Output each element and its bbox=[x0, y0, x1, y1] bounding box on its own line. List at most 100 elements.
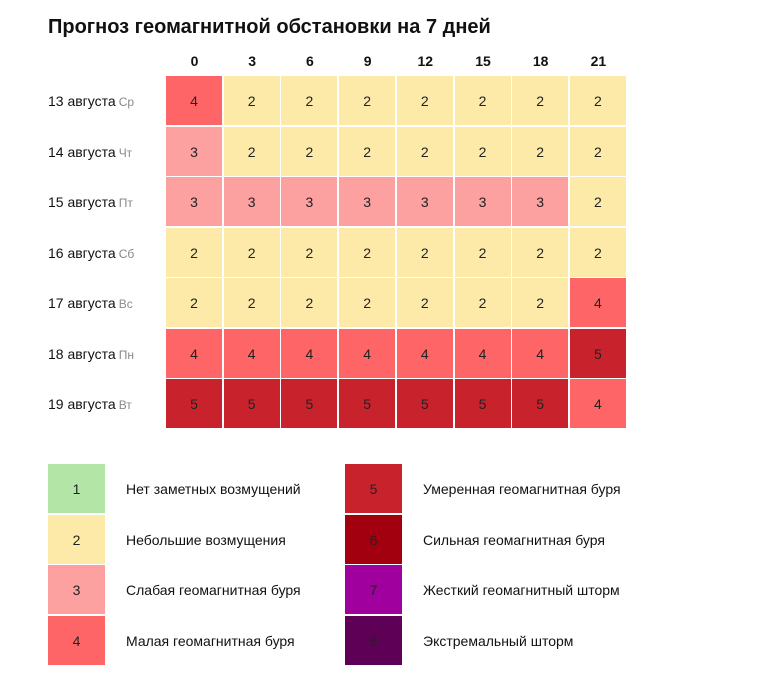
heatmap-cell: 2 bbox=[454, 76, 512, 126]
row-day-of-week: Вс bbox=[118, 297, 133, 311]
heatmap-cell: 2 bbox=[569, 227, 627, 278]
column-header-6: 6 bbox=[305, 53, 314, 69]
heatmap-cell: 2 bbox=[569, 177, 627, 227]
heatmap-cell: 2 bbox=[339, 278, 397, 328]
heatmap-cell: 4 bbox=[281, 328, 339, 379]
heatmap-cell: 5 bbox=[569, 328, 627, 379]
heatmap-cell: 2 bbox=[512, 278, 570, 328]
heatmap-cell: 3 bbox=[512, 177, 570, 227]
legend-swatch-8: 8 bbox=[345, 615, 402, 666]
heatmap-cell: 3 bbox=[339, 177, 397, 227]
heatmap-cell: 4 bbox=[396, 328, 454, 379]
row-label: 17 августа Вс bbox=[48, 278, 164, 329]
legend-label-8: Экстремальный шторм bbox=[423, 632, 574, 649]
heatmap-cell: 2 bbox=[512, 76, 570, 126]
heatmap-cell: 4 bbox=[569, 278, 627, 328]
heatmap-cell: 2 bbox=[454, 126, 512, 177]
heatmap-cell: 4 bbox=[454, 328, 512, 379]
heatmap-cell: 5 bbox=[396, 379, 454, 429]
row-day-of-week: Сб bbox=[118, 246, 135, 261]
heatmap-cell: 3 bbox=[281, 177, 339, 227]
row-day-of-week: Чт bbox=[118, 145, 133, 160]
chart-title: Прогноз геомагнитной обстановки на 7 дне… bbox=[48, 16, 491, 38]
legend-label-3: Слабая геомагнитная буря bbox=[126, 582, 301, 598]
row-label: 15 августа Пт bbox=[48, 177, 164, 228]
row-day-of-week: Пн bbox=[118, 347, 134, 362]
heatmap-cell: 3 bbox=[454, 177, 512, 227]
row-date: 14 августа bbox=[48, 143, 116, 160]
heatmap-cell: 2 bbox=[166, 278, 223, 328]
column-header-18: 18 bbox=[532, 53, 549, 69]
row-day-of-week: Вт bbox=[118, 398, 132, 412]
row-day-of-week: Пт bbox=[118, 196, 133, 210]
legend-label-5: Умеренная геомагнитная буря bbox=[423, 481, 621, 497]
heatmap-cell: 4 bbox=[166, 328, 223, 379]
heatmap-cell: 2 bbox=[339, 76, 397, 126]
heatmap-cell: 5 bbox=[339, 379, 397, 429]
heatmap-cell: 2 bbox=[569, 76, 627, 126]
heatmap-cell: 3 bbox=[396, 177, 454, 227]
column-header-15: 15 bbox=[475, 53, 491, 69]
column-header-3: 3 bbox=[248, 53, 257, 69]
row-label: 14 августа Чт bbox=[48, 127, 164, 178]
heatmap-cell: 2 bbox=[454, 278, 512, 328]
legend-label-6: Сильная геомагнитная буря bbox=[423, 531, 605, 548]
row-label: 16 августа Сб bbox=[48, 228, 164, 279]
legend-swatch-3: 3 bbox=[48, 565, 105, 615]
legend-swatch-6: 6 bbox=[345, 514, 402, 565]
heatmap-cell: 4 bbox=[223, 328, 281, 379]
column-header-9: 9 bbox=[363, 53, 372, 69]
row-date: 16 августа bbox=[48, 244, 116, 261]
legend-label-7: Жесткий геомагнитный шторм bbox=[423, 582, 620, 598]
legend-swatch-1: 1 bbox=[48, 464, 105, 514]
heatmap-cell: 2 bbox=[396, 227, 454, 278]
row-date: 15 августа bbox=[48, 194, 116, 210]
heatmap-cell: 2 bbox=[339, 227, 397, 278]
column-header-12: 12 bbox=[417, 53, 434, 69]
heatmap-cell: 2 bbox=[223, 126, 281, 177]
row-day-of-week: Ср bbox=[118, 95, 135, 109]
heatmap-cell: 2 bbox=[223, 76, 281, 126]
heatmap-cell: 2 bbox=[512, 126, 570, 177]
heatmap-cell: 2 bbox=[512, 227, 570, 278]
heatmap-cell: 5 bbox=[223, 379, 281, 429]
heatmap-cell: 2 bbox=[281, 126, 339, 177]
row-label: 19 августа Вт bbox=[48, 379, 164, 430]
legend-swatch-4: 4 bbox=[48, 615, 105, 666]
column-header-21: 21 bbox=[590, 53, 607, 69]
heatmap-cell: 3 bbox=[166, 177, 223, 227]
legend-label-2: Небольшие возмущения bbox=[126, 531, 286, 548]
legend-swatch-5: 5 bbox=[345, 464, 402, 514]
column-header-0: 0 bbox=[190, 53, 199, 69]
heatmap-cell: 4 bbox=[569, 379, 627, 429]
heatmap-cell: 3 bbox=[166, 126, 223, 177]
row-date: 18 августа bbox=[48, 345, 116, 362]
heatmap-cell: 2 bbox=[396, 126, 454, 177]
heatmap-cell: 2 bbox=[223, 227, 281, 278]
heatmap-cell: 5 bbox=[512, 379, 570, 429]
heatmap-cell: 5 bbox=[454, 379, 512, 429]
heatmap-cell: 4 bbox=[512, 328, 570, 379]
heatmap-cell: 5 bbox=[281, 379, 339, 429]
legend-swatch-2: 2 bbox=[48, 514, 105, 565]
row-date: 13 августа bbox=[48, 93, 116, 109]
heatmap-cell: 2 bbox=[396, 76, 454, 126]
heatmap-cell: 5 bbox=[166, 379, 223, 429]
heatmap-cell: 2 bbox=[166, 227, 223, 278]
heatmap-cell: 2 bbox=[569, 126, 627, 177]
heatmap-cell: 2 bbox=[281, 227, 339, 278]
legend-label-4: Малая геомагнитная буря bbox=[126, 632, 295, 649]
heatmap-cell: 3 bbox=[223, 177, 281, 227]
heatmap-cell: 2 bbox=[396, 278, 454, 328]
row-date: 19 августа bbox=[48, 396, 116, 412]
row-label: 18 августа Пн bbox=[48, 329, 164, 380]
legend-label-1: Нет заметных возмущений bbox=[126, 481, 301, 497]
heatmap-cell: 2 bbox=[281, 278, 339, 328]
heatmap-cell: 2 bbox=[339, 126, 397, 177]
row-label: 13 августа Ср bbox=[48, 76, 164, 127]
heatmap-cell: 2 bbox=[223, 278, 281, 328]
row-date: 17 августа bbox=[48, 295, 116, 311]
heatmap-cell: 2 bbox=[454, 227, 512, 278]
legend-swatch-7: 7 bbox=[345, 565, 402, 615]
heatmap-cell: 2 bbox=[281, 76, 339, 126]
